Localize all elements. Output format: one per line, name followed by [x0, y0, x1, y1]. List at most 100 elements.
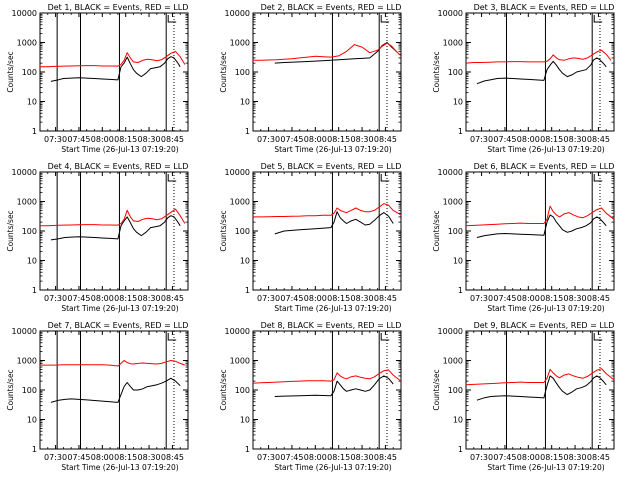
x-tick-label: 08:45	[587, 294, 610, 303]
x-tick-label: 08:30	[351, 294, 374, 303]
chart-title: Det 2, BLACK = Events, RED = LLD	[261, 3, 402, 12]
x-tick-label: 08:15	[540, 453, 563, 462]
x-tick-label: 08:30	[564, 294, 587, 303]
x-axis-label: Start Time (26-Jul-13 07:19:20)	[487, 463, 604, 472]
x-tick-label: 07:30	[470, 135, 493, 144]
x-axis-label: Start Time (26-Jul-13 07:19:20)	[61, 145, 178, 154]
x-tick-label: 07:30	[257, 294, 280, 303]
events-series-line	[274, 42, 397, 64]
y-axis-label: Counts/sec	[219, 210, 228, 251]
y-tick-label: 10	[453, 98, 463, 107]
x-tick-label: 08:00	[517, 294, 540, 303]
y-tick-label: 10000	[225, 327, 250, 336]
x-tick-label: 07:30	[470, 294, 493, 303]
x-tick-label: 07:45	[493, 453, 516, 462]
x-tick-label: 08:00	[517, 135, 540, 144]
y-tick-label: 100	[22, 386, 37, 395]
y-axis-label: Counts/sec	[219, 369, 228, 410]
y-tick-label: 1000	[230, 39, 250, 48]
y-tick-label: 1000	[230, 357, 250, 366]
events-series-line	[50, 377, 181, 403]
chart-title: Det 6, BLACK = Events, RED = LLD	[474, 162, 615, 171]
x-tick-label: 08:45	[587, 453, 610, 462]
y-axis-label: Counts/sec	[432, 51, 441, 92]
y-tick-label: 10	[240, 416, 250, 425]
x-tick-label: 08:00	[304, 453, 327, 462]
x-tick-label: 08:15	[114, 453, 137, 462]
x-tick-label: 08:00	[304, 294, 327, 303]
y-tick-label: 1	[32, 445, 37, 454]
x-tick-label: 07:30	[44, 135, 67, 144]
x-tick-label: 07:45	[280, 294, 303, 303]
y-tick-label: 10	[453, 416, 463, 425]
x-tick-label: 08:15	[327, 294, 350, 303]
y-tick-label: 1000	[17, 39, 37, 48]
chart-panel-det-1: Det 1, BLACK = Events, RED = LLD 1 10 100 10…	[6, 3, 189, 154]
lld-series-line	[465, 49, 612, 64]
x-tick-label: 08:30	[351, 135, 374, 144]
chart-title: Det 3, BLACK = Events, RED = LLD	[474, 3, 615, 12]
x-tick-label: 08:15	[327, 453, 350, 462]
y-tick-label: 10	[240, 257, 250, 266]
y-tick-label: 10	[27, 98, 37, 107]
marker-hook-glyph	[593, 174, 603, 182]
events-series-line	[476, 214, 607, 238]
lld-series-line	[40, 208, 186, 227]
y-tick-label: 1	[458, 127, 463, 136]
x-tick-label: 08:30	[564, 453, 587, 462]
y-tick-label: 1000	[443, 198, 463, 207]
marker-hook-glyph	[380, 333, 390, 341]
y-axis-label: Counts/sec	[432, 369, 441, 410]
y-tick-label: 10000	[12, 9, 37, 18]
x-tick-label: 08:45	[374, 135, 397, 144]
x-tick-label: 07:30	[44, 453, 67, 462]
y-tick-label: 10000	[225, 168, 250, 177]
x-tick-label: 07:30	[257, 135, 280, 144]
x-tick-label: 08:00	[91, 294, 114, 303]
y-tick-label: 1000	[230, 198, 250, 207]
x-tick-label: 07:45	[493, 294, 516, 303]
x-tick-label: 08:15	[540, 135, 563, 144]
chart-title: Det 9, BLACK = Events, RED = LLD	[474, 321, 615, 330]
x-tick-label: 08:45	[374, 294, 397, 303]
events-series-line	[274, 375, 394, 397]
marker-hook-glyph	[167, 15, 177, 23]
y-tick-label: 100	[235, 68, 250, 77]
chart-panel-det-9: Det 9, BLACK = Events, RED = LLD 1 10 100 10…	[432, 321, 615, 472]
x-tick-label: 07:45	[280, 453, 303, 462]
lld-series-line	[252, 369, 402, 384]
x-tick-label: 08:45	[161, 294, 184, 303]
x-axis-label: Start Time (26-Jul-13 07:19:20)	[274, 145, 391, 154]
y-tick-label: 10000	[225, 9, 250, 18]
chart-panel-det-8: Det 8, BLACK = Events, RED = LLD 1 10 100 10…	[219, 321, 402, 472]
y-axis-label: Counts/sec	[219, 51, 228, 92]
x-tick-label: 08:15	[327, 135, 350, 144]
chart-title: Det 5, BLACK = Events, RED = LLD	[261, 162, 402, 171]
x-tick-label: 08:15	[114, 135, 137, 144]
x-tick-label: 07:45	[67, 135, 90, 144]
events-series-line	[476, 375, 607, 401]
events-series-line	[50, 56, 181, 82]
x-tick-label: 08:30	[564, 135, 587, 144]
chart-panel-det-3: Det 3, BLACK = Events, RED = LLD 1 10 100 10…	[432, 3, 615, 154]
x-tick-label: 08:30	[138, 294, 161, 303]
y-tick-label: 1	[458, 445, 463, 454]
y-axis-label: Counts/sec	[6, 51, 15, 92]
x-tick-label: 08:00	[91, 453, 114, 462]
x-tick-label: 08:00	[304, 135, 327, 144]
chart-title: Det 4, BLACK = Events, RED = LLD	[48, 162, 189, 171]
y-tick-label: 100	[235, 227, 250, 236]
y-tick-label: 1000	[17, 198, 37, 207]
events-series-line	[50, 215, 181, 241]
y-tick-label: 10000	[12, 168, 37, 177]
marker-hook-glyph	[593, 333, 603, 341]
chart-panel-det-4: Det 4, BLACK = Events, RED = LLD 1 10 100 10…	[6, 162, 189, 313]
x-tick-label: 07:45	[67, 294, 90, 303]
chart-panel-det-5: Det 5, BLACK = Events, RED = LLD 1 10 100 10…	[219, 162, 402, 313]
y-tick-label: 1	[458, 286, 463, 295]
y-tick-label: 10	[240, 98, 250, 107]
events-series-line	[476, 57, 607, 85]
x-tick-label: 07:30	[470, 453, 493, 462]
y-tick-label: 1	[32, 127, 37, 136]
y-tick-label: 100	[22, 68, 37, 77]
